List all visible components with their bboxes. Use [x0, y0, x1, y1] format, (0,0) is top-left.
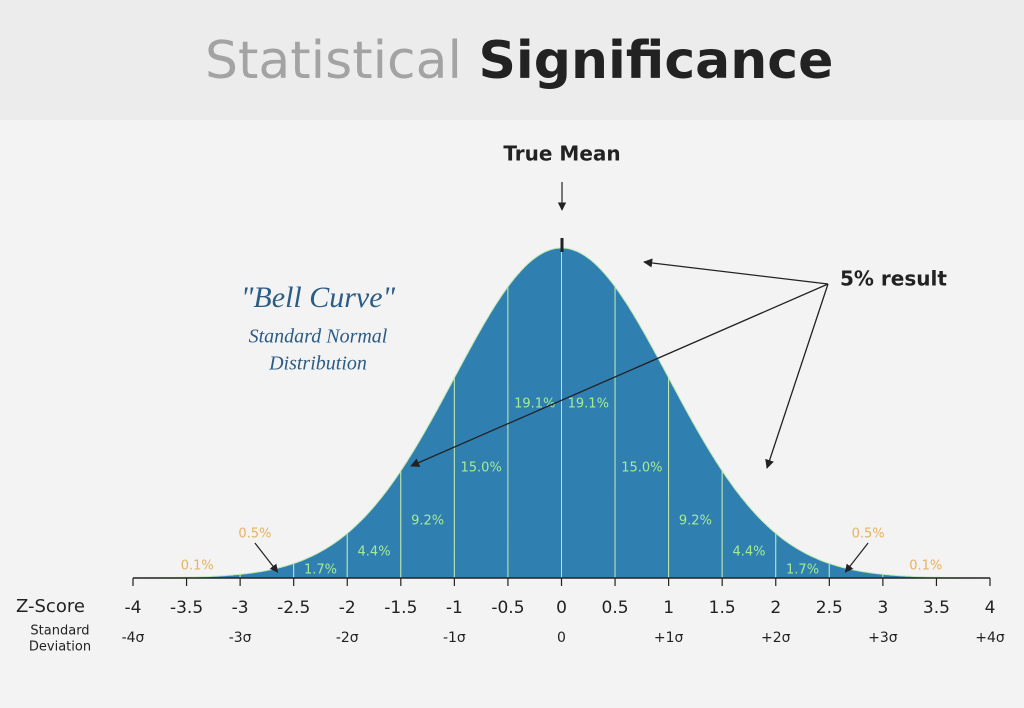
sigma-tick-label: +3σ	[868, 630, 898, 646]
pointer	[844, 542, 869, 573]
x-tick-label: 1.5	[709, 598, 736, 618]
value-label: 4.4%	[732, 545, 765, 560]
x-tick-label: 1	[663, 598, 674, 618]
band	[668, 375, 723, 579]
value-label: 0.5%	[852, 527, 885, 542]
band	[400, 375, 455, 579]
caption: "Bell Curve" Standard Normal Distributio…	[241, 281, 396, 375]
sigma-tick-label: +1σ	[654, 630, 684, 646]
sigma-tick-label: 0	[557, 630, 566, 646]
band	[561, 247, 616, 579]
x-tick-label: -1.5	[384, 598, 417, 618]
x-tick-label: 0.5	[602, 598, 629, 618]
arrow	[643, 258, 829, 285]
sigma-label: Standard	[30, 624, 89, 639]
sigma-tick-label: -3σ	[229, 630, 252, 646]
value-label: 0.5%	[238, 527, 271, 542]
x-tick-label: -3	[232, 598, 249, 618]
sigma-tick-label: +4σ	[975, 630, 1005, 646]
value-label: 15.0%	[621, 461, 662, 476]
annotation: 5% result	[840, 267, 947, 291]
band	[775, 532, 830, 579]
value-label: 15.0%	[461, 461, 502, 476]
arrow	[410, 283, 829, 467]
value-label: 4.4%	[358, 545, 391, 560]
value-label: 19.1%	[514, 397, 555, 412]
band	[828, 562, 884, 579]
x-tick-label: 4	[985, 598, 996, 618]
x-tick-label: 3	[877, 598, 888, 618]
x-tick-label: 2	[770, 598, 781, 618]
sigma-tick-label: -2σ	[336, 630, 359, 646]
header-band	[0, 0, 1024, 120]
x-tick-label: -2	[339, 598, 356, 618]
value-label: 1.7%	[304, 563, 337, 578]
x-axis-label: Z-Score	[16, 596, 85, 617]
value-label: 1.7%	[786, 563, 819, 578]
value-label: 9.2%	[411, 514, 444, 529]
band	[453, 285, 509, 579]
sigma-label: Deviation	[29, 640, 91, 655]
band	[614, 285, 670, 579]
band	[239, 562, 295, 579]
caption-line: "Bell Curve"	[241, 281, 396, 314]
sigma-tick-label: -1σ	[443, 630, 466, 646]
chart-title: Statistical Significance	[205, 31, 833, 91]
pointer	[254, 542, 279, 573]
plot: 0.1% 0.5% 1.7% 4.4% 9.2% 15.0% 19.1% 19.1% 15.0%…	[122, 247, 1005, 646]
value-label: 9.2%	[679, 514, 712, 529]
x-tick-label: -4	[125, 598, 142, 618]
band	[721, 469, 777, 579]
arrow	[765, 283, 829, 469]
x-tick-label: -1	[446, 598, 463, 618]
value-label: 0.1%	[909, 559, 942, 574]
x-tick-label: 0	[556, 598, 567, 618]
band	[507, 247, 562, 579]
band	[293, 532, 348, 579]
x-tick-label: 3.5	[923, 598, 950, 618]
caption-line: Standard Normal	[249, 326, 388, 348]
caption-line: Distribution	[268, 353, 367, 375]
sigma-tick-label: +2σ	[761, 630, 791, 646]
x-tick-label: -0.5	[491, 598, 524, 618]
sigma-tick-label: -4σ	[122, 630, 145, 646]
value-label: 19.1%	[568, 397, 609, 412]
value-label: 0.1%	[181, 559, 214, 574]
band	[346, 469, 402, 579]
x-tick-label: -3.5	[170, 598, 203, 618]
x-tick-label: -2.5	[277, 598, 310, 618]
overlay	[410, 238, 829, 469]
x-tick-label: 2.5	[816, 598, 843, 618]
mean-label: True Mean	[503, 142, 620, 166]
